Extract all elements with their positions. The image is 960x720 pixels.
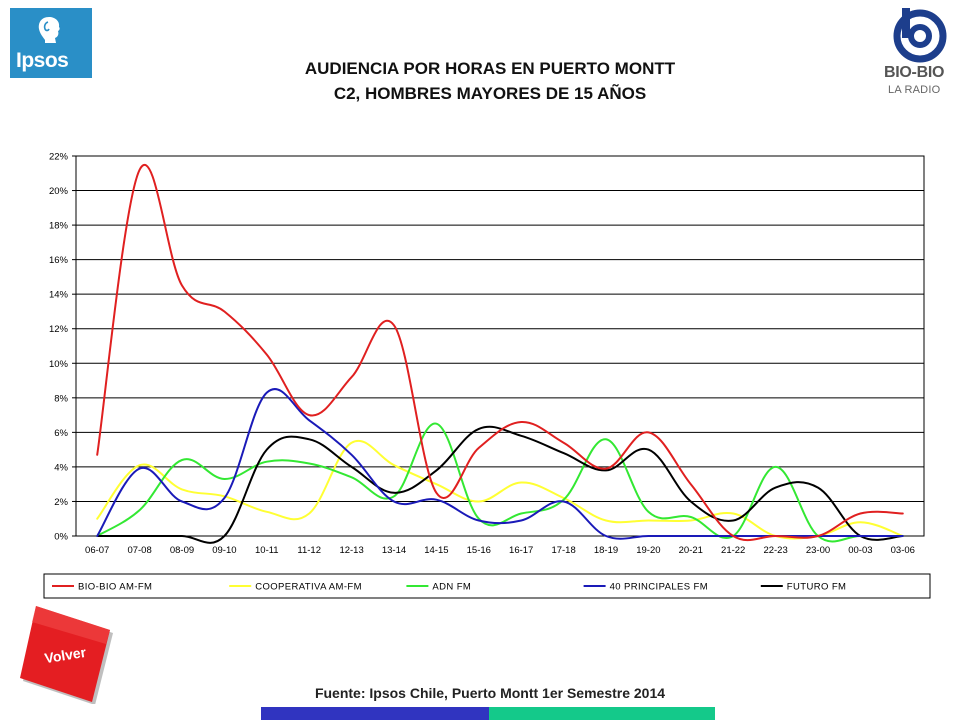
x-tick-label: 19-20 [636, 545, 660, 556]
y-tick-label: 10% [49, 359, 69, 370]
grid-layer [75, 155, 925, 537]
ipsos-logo-text: Ipsos [16, 49, 69, 72]
series-line-bio-bio-am-fm [96, 164, 904, 542]
x-tick-label: 03-06 [891, 545, 915, 556]
y-tick-label: 2% [54, 497, 68, 508]
x-axis: 06-07 07-08 08-09 09-10 10-11 11-12 12-13 13-14… [85, 545, 915, 556]
page-title: AUDIENCIA POR HORAS EN PUERTO MONTT C2, … [190, 56, 790, 106]
y-tick-label: 4% [54, 462, 68, 473]
x-tick-label: 17-18 [551, 545, 575, 556]
y-tick-label: 6% [54, 428, 68, 439]
legend: BIO-BIO AM-FM COOPERATIVA AM-FM ADN FM 40 P… [43, 573, 931, 599]
x-tick-label: 13-14 [382, 545, 406, 556]
y-axis: 0% 2% 4% 6% 8% 10% 12% 14% 16% 18% 20% 22% [49, 152, 76, 543]
ipsos-head-icon [38, 17, 60, 43]
x-tick-label: 09-10 [212, 545, 236, 556]
legend-label: COOPERATIVA AM-FM [255, 582, 362, 593]
back-button-label: Volver [43, 644, 87, 666]
x-tick-label: 11-12 [297, 545, 321, 556]
y-tick-label: 18% [49, 221, 69, 232]
ipsos-logo: Ipsos [10, 8, 92, 78]
y-tick-label: 14% [49, 290, 69, 301]
x-tick-label: 06-07 [85, 545, 109, 556]
x-tick-label: 07-08 [127, 545, 151, 556]
x-tick-label: 18-19 [594, 545, 618, 556]
legend-label: BIO-BIO AM-FM [78, 582, 152, 593]
back-button-shape: Volver [20, 606, 113, 705]
x-tick-label: 16-17 [509, 545, 533, 556]
y-tick-label: 12% [49, 324, 69, 335]
footer-bar-teal [489, 707, 715, 720]
biobio-emblem-icon [893, 8, 947, 63]
y-tick-label: 8% [54, 393, 68, 404]
legend-label: FUTURO FM [787, 582, 847, 593]
biobio-logo-text: BIO-BIO [884, 64, 945, 81]
x-tick-label: 22-23 [763, 545, 787, 556]
series-line-futuro-fm [96, 425, 904, 544]
legend-label: ADN FM [432, 582, 471, 593]
biobio-logo: BIO-BIO LA RADIO [880, 6, 956, 102]
x-tick-label: 23-00 [806, 545, 830, 556]
x-tick-label: 08-09 [170, 545, 194, 556]
plot-area [75, 155, 925, 537]
x-tick-label: 10-11 [255, 545, 279, 556]
y-tick-label: 20% [49, 186, 69, 197]
x-tick-label: 15-16 [467, 545, 491, 556]
back-button[interactable]: Volver [14, 604, 134, 705]
x-tick-label: 14-15 [424, 545, 448, 556]
legend-label: 40 PRINCIPALES FM [610, 582, 708, 593]
y-tick-label: 22% [49, 152, 69, 163]
x-tick-label: 00-03 [848, 545, 872, 556]
x-tick-label: 21-22 [721, 545, 745, 556]
x-tick-label: 20-21 [679, 545, 703, 556]
y-tick-label: 16% [49, 255, 69, 266]
biobio-logo-subtext: LA RADIO [888, 84, 941, 96]
source-note: Fuente: Ipsos Chile, Puerto Montt 1er Se… [314, 685, 666, 701]
series-layer [96, 164, 904, 544]
footer-bar-blue [261, 707, 489, 720]
x-tick-label: 12-13 [339, 545, 363, 556]
series-line-40-principales-fm [96, 388, 904, 540]
y-tick-label: 0% [54, 532, 68, 543]
title-line-2: C2, HOMBRES MAYORES DE 15 AÑOS [333, 84, 647, 103]
title-line-1: AUDIENCIA POR HORAS EN PUERTO MONTT [304, 59, 676, 78]
